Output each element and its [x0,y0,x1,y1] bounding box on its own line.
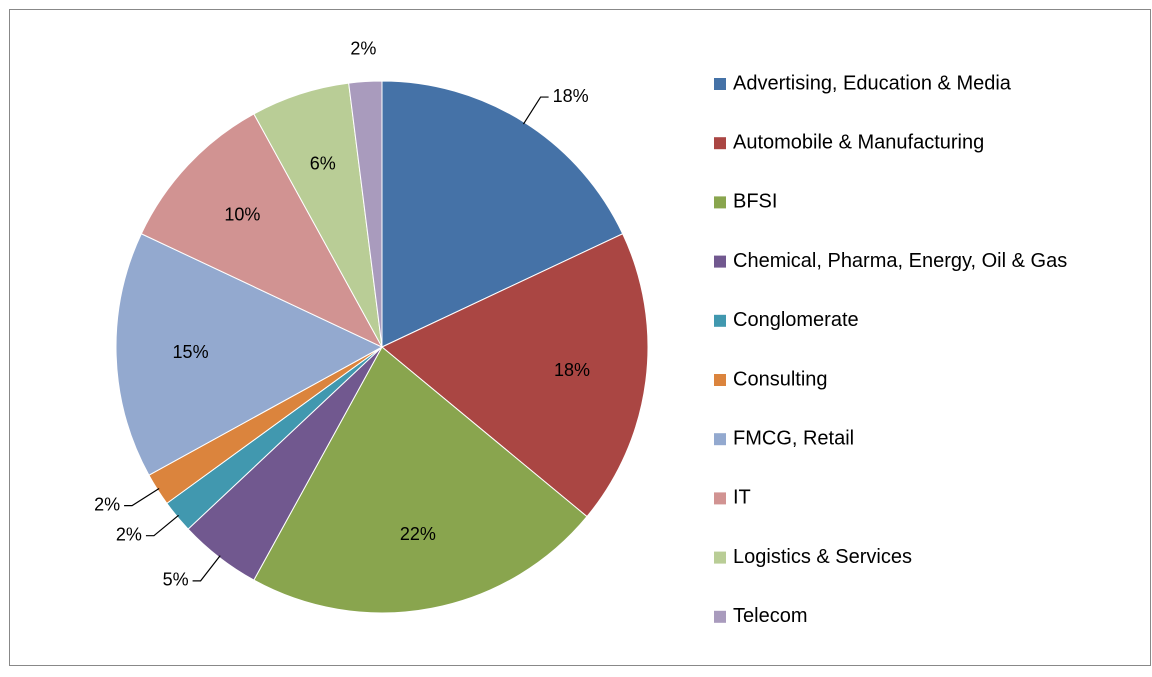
legend-label: FMCG, Retail [733,427,854,449]
data-label: 6% [310,154,336,174]
legend-label: Automobile & Manufacturing [733,131,984,153]
pie-slice [348,80,383,348]
data-label: 5% [163,570,189,590]
data-label: 2% [94,494,120,514]
legend-swatch [714,196,726,209]
legend-swatch [714,492,726,505]
pie-slice [253,346,588,614]
pie-slice [115,233,384,476]
legend-label: Telecom [733,605,807,627]
legend-swatch [714,137,726,150]
data-label: 18% [553,86,589,106]
legend-swatch [714,551,726,564]
legend-swatch [714,314,726,327]
legend-label: Chemical, Pharma, Energy, Oil & Gas [733,250,1067,272]
leader-line [145,514,179,537]
pie-slice [140,113,384,349]
legend-label: Conglomerate [733,309,859,331]
legend-swatch [714,374,726,386]
data-label: 2% [350,38,376,58]
legend-swatch [714,255,726,268]
leader-line [192,555,221,582]
leader-line [522,96,549,125]
legend-swatch [714,433,726,446]
legend-label: Consulting [733,368,828,390]
data-label: 18% [554,360,590,380]
data-label: 2% [116,524,142,544]
legend-label: Logistics & Services [733,546,912,568]
pie-slice [381,233,649,518]
legend-label: Advertising, Education & Media [733,72,1012,94]
legend-label: IT [733,487,751,509]
data-label: 15% [173,342,209,362]
data-label: 10% [224,205,260,225]
legend-swatch [714,610,726,623]
legend-swatch [714,78,726,90]
legend-label: BFSI [733,191,777,213]
leader-line [124,487,160,507]
data-label: 22% [400,524,436,544]
